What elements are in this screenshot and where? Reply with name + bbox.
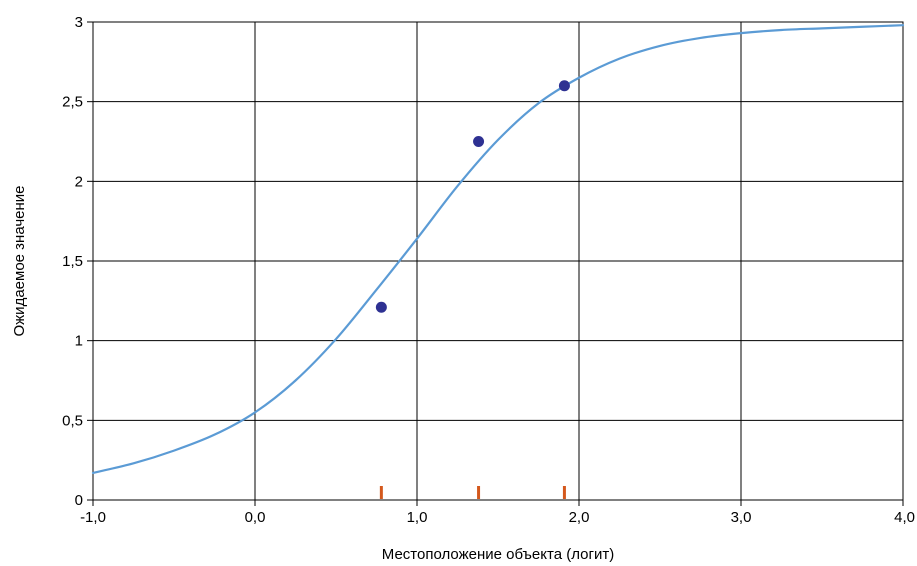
y-tick-label: 0: [75, 492, 83, 509]
tick-labels: -1,0 0,0 1,0 2,0 3,0 4,0 0 0,5 1 1,5 2 2,5 3: [62, 14, 915, 526]
x-tick-label: -1,0: [80, 509, 106, 526]
x-tick-label: 2,0: [569, 509, 590, 526]
y-tick-label: 2: [75, 173, 83, 190]
y-tick-label: 2,5: [62, 94, 83, 111]
y-axis-title: Ожидаемое значение: [11, 185, 28, 336]
x-tick-label: 0,0: [245, 509, 266, 526]
observed-point: [558, 80, 570, 92]
expected-value-curve: [91, 24, 905, 475]
y-tick-label: 3: [75, 14, 83, 31]
x-tick-label: 1,0: [407, 509, 428, 526]
plot-border: [92, 21, 904, 501]
observed-point: [473, 136, 485, 147]
y-tick-label: 1: [75, 333, 83, 350]
rug-marks-layer: [379, 486, 566, 499]
x-tick-label: 4,0: [894, 509, 915, 526]
observed-point: [375, 301, 387, 313]
y-tick-label: 1,5: [62, 253, 83, 270]
observed-points-layer: [375, 80, 570, 313]
y-tick-label: 0,5: [62, 412, 83, 429]
x-axis-title: Местоположение объекта (логит): [382, 546, 614, 563]
grid: [87, 21, 904, 506]
fitted-curve-layer: [91, 24, 905, 475]
x-tick-label: 3,0: [731, 509, 752, 526]
